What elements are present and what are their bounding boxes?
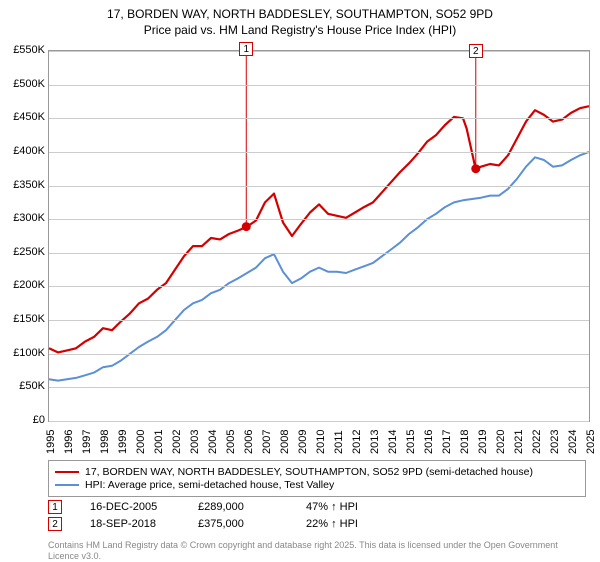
y-tick-label: £50K [19, 380, 45, 392]
y-tick-label: £100K [13, 347, 45, 359]
x-tick-label: 2016 [423, 430, 435, 454]
attribution: Contains HM Land Registry data © Crown c… [48, 540, 588, 562]
transaction-date: 16-DEC-2005 [90, 501, 170, 513]
y-tick-label: £400K [13, 145, 45, 157]
legend-item-hpi: HPI: Average price, semi-detached house,… [55, 479, 579, 491]
transactions-table: 1 16-DEC-2005 £289,000 47% ↑ HPI 2 18-SE… [48, 500, 386, 534]
x-tick-label: 2001 [153, 430, 165, 454]
y-tick-label: £350K [13, 179, 45, 191]
x-tick-label: 2025 [585, 430, 597, 454]
legend-label-hpi: HPI: Average price, semi-detached house,… [85, 479, 334, 491]
transaction-marker-icon: 1 [48, 500, 62, 514]
x-tick-label: 2024 [567, 430, 579, 454]
x-tick-label: 2008 [279, 430, 291, 454]
x-tick-label: 2011 [333, 430, 345, 454]
sale-marker-2: 2 [469, 44, 483, 58]
transaction-delta: 47% ↑ HPI [306, 501, 386, 513]
y-tick-label: £250K [13, 246, 45, 258]
x-tick-label: 2010 [315, 430, 327, 454]
x-tick-label: 2006 [243, 430, 255, 454]
y-tick-label: £300K [13, 212, 45, 224]
chart-container: 17, BORDEN WAY, NORTH BADDESLEY, SOUTHAM… [0, 0, 600, 560]
x-tick-label: 2019 [477, 430, 489, 454]
x-tick-label: 1995 [45, 430, 57, 454]
chart-svg [49, 51, 589, 421]
transaction-marker-icon: 2 [48, 517, 62, 531]
x-tick-label: 2017 [441, 430, 453, 454]
legend-swatch-property [55, 471, 79, 473]
x-tick-label: 2014 [387, 430, 399, 454]
x-tick-label: 2009 [297, 430, 309, 454]
y-tick-label: £0 [33, 414, 45, 426]
plot-area: 12 [48, 50, 590, 422]
x-tick-label: 2005 [225, 430, 237, 454]
x-tick-label: 2012 [351, 430, 363, 454]
transaction-row: 1 16-DEC-2005 £289,000 47% ↑ HPI [48, 500, 386, 514]
legend-swatch-hpi [55, 484, 79, 486]
transaction-price: £289,000 [198, 501, 278, 513]
x-tick-label: 2000 [135, 430, 147, 454]
y-tick-label: £500K [13, 78, 45, 90]
x-tick-label: 2015 [405, 430, 417, 454]
x-tick-label: 1998 [99, 430, 111, 454]
y-tick-label: £550K [13, 44, 45, 56]
legend-item-property: 17, BORDEN WAY, NORTH BADDESLEY, SOUTHAM… [55, 466, 579, 478]
chart-title: 17, BORDEN WAY, NORTH BADDESLEY, SOUTHAM… [0, 0, 600, 38]
x-tick-label: 1996 [63, 430, 75, 454]
x-tick-label: 2007 [261, 430, 273, 454]
transaction-row: 2 18-SEP-2018 £375,000 22% ↑ HPI [48, 517, 386, 531]
x-tick-label: 1999 [117, 430, 129, 454]
y-tick-label: £200K [13, 279, 45, 291]
transaction-date: 18-SEP-2018 [90, 518, 170, 530]
sale-marker-1: 1 [239, 42, 253, 56]
x-tick-label: 2004 [207, 430, 219, 454]
attribution-line-1: Contains HM Land Registry data © Crown c… [48, 540, 357, 550]
x-tick-label: 2013 [369, 430, 381, 454]
title-line-1: 17, BORDEN WAY, NORTH BADDESLEY, SOUTHAM… [0, 6, 600, 22]
y-tick-label: £150K [13, 313, 45, 325]
x-tick-label: 2023 [549, 430, 561, 454]
transaction-price: £375,000 [198, 518, 278, 530]
x-tick-label: 2022 [531, 430, 543, 454]
legend: 17, BORDEN WAY, NORTH BADDESLEY, SOUTHAM… [48, 460, 586, 497]
y-tick-label: £450K [13, 111, 45, 123]
transaction-delta: 22% ↑ HPI [306, 518, 386, 530]
x-tick-label: 2002 [171, 430, 183, 454]
legend-label-property: 17, BORDEN WAY, NORTH BADDESLEY, SOUTHAM… [85, 466, 533, 478]
x-tick-label: 1997 [81, 430, 93, 454]
x-tick-label: 2003 [189, 430, 201, 454]
x-tick-label: 2018 [459, 430, 471, 454]
x-tick-label: 2021 [513, 430, 525, 454]
title-line-2: Price paid vs. HM Land Registry's House … [0, 22, 600, 38]
x-tick-label: 2020 [495, 430, 507, 454]
